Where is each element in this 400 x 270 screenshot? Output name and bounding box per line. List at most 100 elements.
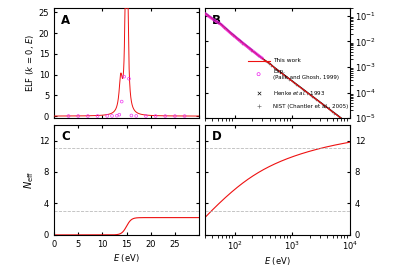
Point xyxy=(234,37,241,41)
Point xyxy=(204,13,210,17)
Text: C: C xyxy=(61,130,70,143)
Text: B: B xyxy=(212,14,221,27)
Point xyxy=(221,26,228,31)
Point xyxy=(256,53,262,58)
Point xyxy=(320,103,326,107)
Point xyxy=(92,4,98,9)
Point xyxy=(231,34,238,38)
Point xyxy=(253,52,260,56)
Point xyxy=(114,114,120,118)
Point xyxy=(126,77,132,81)
Point xyxy=(311,96,317,100)
Point xyxy=(236,38,242,42)
Point xyxy=(293,83,299,87)
Point xyxy=(219,24,225,28)
Point xyxy=(246,47,252,51)
Point xyxy=(291,81,297,85)
Point xyxy=(223,27,229,31)
Text: D: D xyxy=(212,130,222,143)
Point xyxy=(288,79,295,83)
Text: Henke $et\,al.$, 1993: Henke $et\,al.$, 1993 xyxy=(273,89,326,97)
X-axis label: $E$ (eV): $E$ (eV) xyxy=(264,255,291,267)
Point xyxy=(238,40,244,44)
Point xyxy=(218,23,224,27)
Point xyxy=(235,38,241,42)
Point xyxy=(237,40,243,44)
Point xyxy=(92,0,98,2)
Point xyxy=(266,62,272,66)
Point xyxy=(128,113,134,118)
Point xyxy=(327,108,333,112)
Point xyxy=(280,72,286,77)
Point xyxy=(143,114,149,118)
Point xyxy=(219,24,226,28)
Point xyxy=(162,114,168,118)
Point xyxy=(230,34,236,38)
Point xyxy=(300,88,306,92)
Point xyxy=(65,114,72,118)
Point xyxy=(222,26,228,30)
Text: Exp.
(Palik and Ghosh, 1999): Exp. (Palik and Ghosh, 1999) xyxy=(273,69,339,80)
Point xyxy=(264,60,270,65)
Point xyxy=(85,114,91,118)
Point xyxy=(324,106,331,111)
Point xyxy=(262,59,268,63)
Y-axis label: $N_\mathrm{eff}$: $N_\mathrm{eff}$ xyxy=(22,171,36,189)
Point xyxy=(215,20,221,25)
Point xyxy=(230,33,236,37)
Point xyxy=(217,22,223,27)
Point xyxy=(286,77,293,82)
Text: This work: This work xyxy=(273,58,301,63)
Point xyxy=(116,113,122,117)
Point xyxy=(224,28,230,32)
Point xyxy=(225,29,232,33)
Point xyxy=(338,116,344,121)
Point xyxy=(172,114,178,118)
Point xyxy=(228,31,234,35)
Point xyxy=(329,110,335,114)
Point xyxy=(202,11,208,16)
Point xyxy=(277,71,284,75)
Point xyxy=(220,25,227,29)
Point xyxy=(347,123,353,128)
Point xyxy=(244,45,250,49)
Point xyxy=(304,91,310,95)
Point xyxy=(133,114,140,118)
Point xyxy=(248,48,254,53)
Point xyxy=(336,115,342,119)
Point xyxy=(250,49,256,53)
Point xyxy=(318,101,324,106)
Point xyxy=(203,12,209,16)
Point xyxy=(259,57,266,61)
Point xyxy=(242,43,248,47)
Point xyxy=(282,74,288,78)
Point xyxy=(284,76,290,80)
Point xyxy=(181,114,188,118)
Point xyxy=(257,54,263,59)
Point xyxy=(246,46,253,50)
Point xyxy=(237,39,243,43)
Point xyxy=(333,113,340,117)
Point xyxy=(248,47,254,52)
Point xyxy=(306,93,313,97)
Point xyxy=(212,19,219,23)
Point xyxy=(104,114,110,118)
Point xyxy=(228,32,234,36)
Point xyxy=(302,89,308,94)
Point xyxy=(273,67,279,72)
Point xyxy=(232,35,239,39)
Y-axis label: ELF ($k$ = 0, $E$): ELF ($k$ = 0, $E$) xyxy=(24,34,36,92)
Point xyxy=(295,84,302,89)
Point xyxy=(232,36,239,40)
Point xyxy=(252,52,259,56)
Point xyxy=(249,48,255,52)
Point xyxy=(109,114,115,118)
Point xyxy=(118,99,125,104)
Point xyxy=(75,114,81,118)
Point xyxy=(239,41,246,45)
Point xyxy=(240,42,247,46)
Point xyxy=(205,14,212,18)
Point xyxy=(251,50,257,54)
Text: NIST (Chantler et al., 2005): NIST (Chantler et al., 2005) xyxy=(273,104,348,109)
Point xyxy=(209,16,215,21)
